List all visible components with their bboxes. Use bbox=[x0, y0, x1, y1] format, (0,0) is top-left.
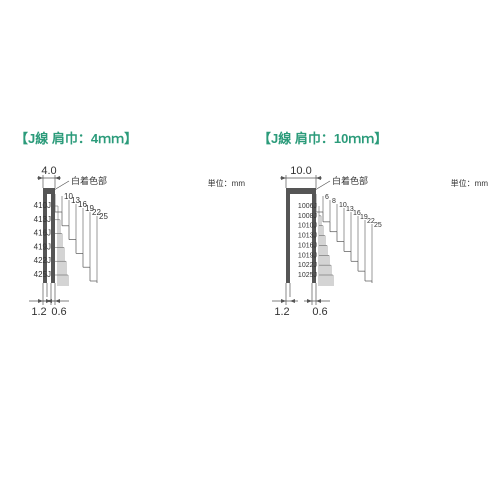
staple-diagram: 10.0白着色部単位：mm681013161922251006J1008J101… bbox=[258, 158, 498, 348]
model-label: 1025J bbox=[298, 272, 317, 279]
staple-crown bbox=[286, 188, 316, 194]
staple-leg-left bbox=[286, 188, 290, 283]
depth-value: 8 bbox=[332, 198, 336, 205]
depth-value: 6 bbox=[325, 194, 329, 201]
thickness-1: 1.2 bbox=[274, 306, 289, 318]
model-label: 419J bbox=[34, 242, 51, 251]
model-label: 1022J bbox=[298, 262, 317, 269]
model-label: 413J bbox=[34, 215, 51, 224]
white-part-label: 白着色部 bbox=[332, 175, 368, 186]
thickness-2: 0.6 bbox=[312, 306, 327, 318]
thickness-2: 0.6 bbox=[51, 306, 66, 318]
section-title: 【J線 肩巾：10ｍｍ】 bbox=[258, 128, 387, 147]
depth-value: 25 bbox=[374, 222, 382, 229]
unit-label: 単位：mm bbox=[208, 178, 246, 188]
staple-leg-right bbox=[51, 188, 55, 283]
model-label: 410J bbox=[34, 201, 51, 210]
model-label: 425J bbox=[34, 270, 51, 279]
white-part-label: 白着色部 bbox=[71, 175, 107, 186]
crown-width: 4.0 bbox=[41, 165, 56, 177]
model-label: 1008J bbox=[298, 213, 317, 220]
unit-label: 単位：mm bbox=[451, 178, 489, 188]
model-label: 1010J bbox=[298, 223, 317, 230]
crown-width: 10.0 bbox=[290, 165, 311, 177]
depth-value: 25 bbox=[99, 212, 108, 221]
model-label: 1013J bbox=[298, 233, 317, 240]
model-label: 1006J bbox=[298, 203, 317, 210]
model-label: 416J bbox=[34, 229, 51, 238]
model-label: 1019J bbox=[298, 252, 317, 259]
staple-diagram: 4.0白着色部単位：mm101316192225410J413J416J419J… bbox=[15, 158, 255, 348]
section-title: 【J線 肩巾：4ｍｍ】 bbox=[15, 128, 137, 147]
thickness-1: 1.2 bbox=[31, 306, 46, 318]
model-label: 1016J bbox=[298, 242, 317, 249]
model-label: 422J bbox=[34, 256, 51, 265]
